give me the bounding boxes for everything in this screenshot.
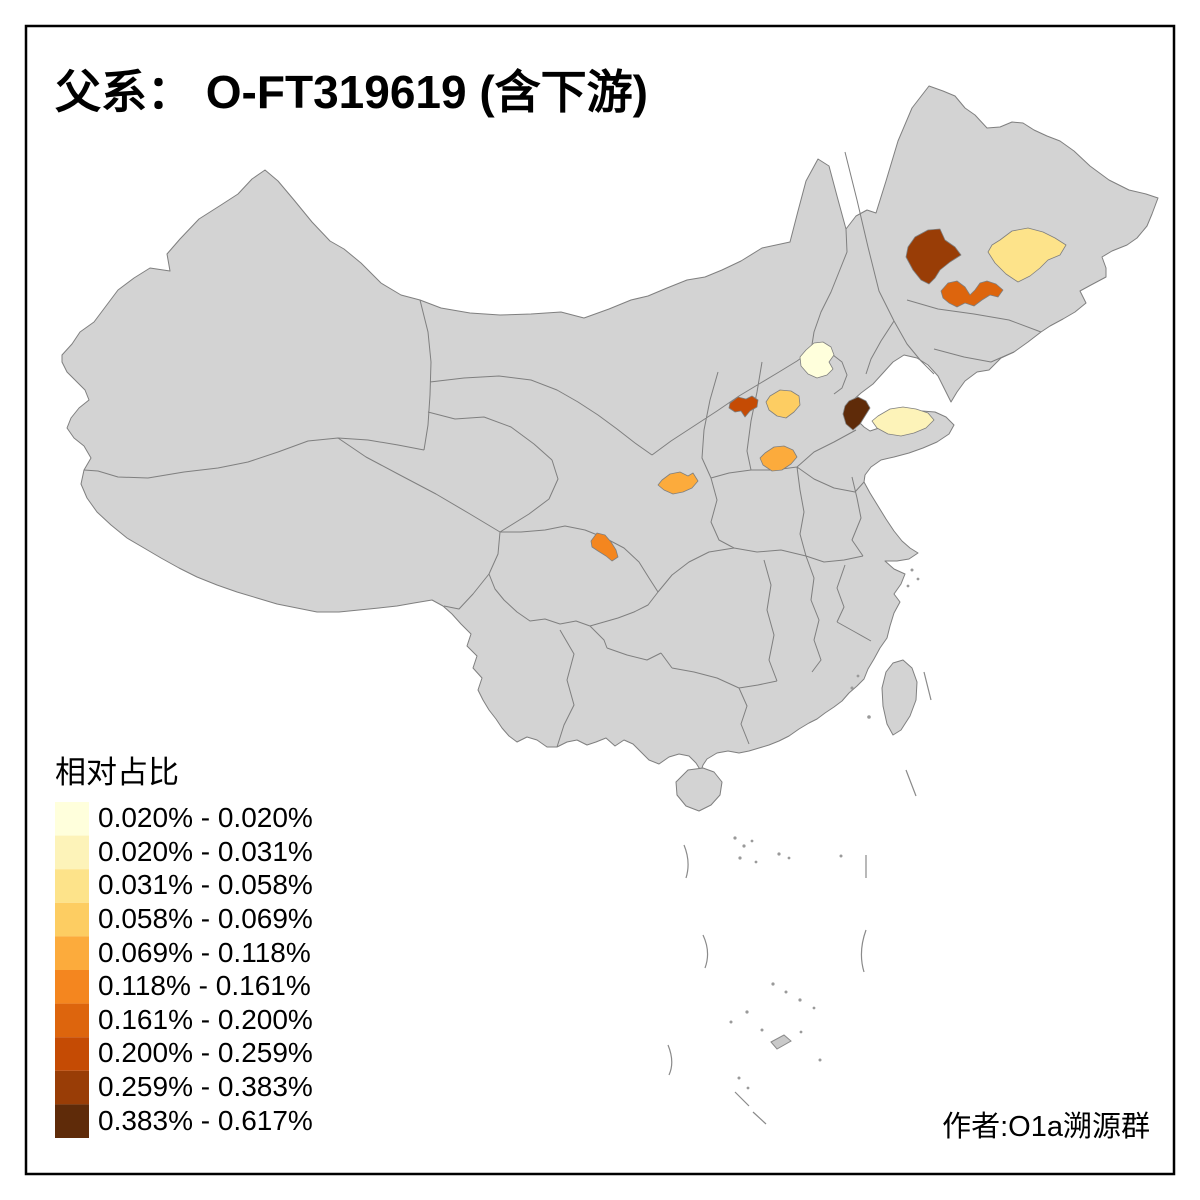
region-6 — [765, 389, 801, 419]
province-borders — [83, 151, 1042, 748]
legend-title: 相对占比 — [55, 755, 179, 790]
legend-label-5: 0.069% - 0.118% — [98, 937, 311, 968]
region-9 — [759, 445, 798, 472]
choropleth-regions — [590, 227, 1067, 562]
legend-swatch-3 — [55, 869, 89, 903]
legend-label-2: 0.020% - 0.031% — [98, 836, 313, 867]
region-4 — [799, 341, 835, 379]
legend-label-3: 0.031% - 0.058% — [98, 869, 313, 900]
region-5 — [728, 395, 759, 418]
legend-swatch-10 — [55, 1104, 89, 1138]
china-mainland — [61, 85, 1159, 772]
legend-swatch-8 — [55, 1037, 89, 1071]
legend-swatch-6 — [55, 970, 89, 1004]
region-10 — [657, 471, 699, 495]
legend-label-4: 0.058% - 0.069% — [98, 903, 313, 934]
region-8 — [871, 406, 935, 437]
region-2 — [987, 227, 1067, 283]
map-layer — [61, 85, 1159, 1125]
legend: 相对占比 0.020% - 0.020% 0.020% - 0.031% 0.0… — [55, 755, 313, 1138]
legend-label-1: 0.020% - 0.020% — [98, 802, 313, 833]
legend-label-6: 0.118% - 0.161% — [98, 970, 311, 1001]
legend-swatch-4 — [55, 902, 89, 937]
legend-label-7: 0.161% - 0.200% — [98, 1004, 313, 1035]
legend-swatch-1 — [55, 802, 89, 836]
legend-swatch-2 — [55, 835, 89, 870]
hainan-island — [675, 767, 723, 812]
region-3 — [940, 280, 1004, 308]
legend-swatch-7 — [55, 1003, 89, 1038]
legend-label-9: 0.259% - 0.383% — [98, 1071, 313, 1102]
south-china-sea-islands — [667, 568, 932, 1125]
attribution: 作者:O1a溯源群 — [942, 1110, 1150, 1143]
region-11 — [590, 532, 619, 562]
map-title: 父系： O-FT319619 (含下游) — [55, 66, 648, 118]
legend-swatch-5 — [55, 936, 89, 970]
legend-label-8: 0.200% - 0.259% — [98, 1037, 313, 1068]
plot-frame — [24, 24, 1176, 1176]
legend-label-10: 0.383% - 0.617% — [98, 1105, 313, 1136]
region-1 — [905, 228, 962, 285]
taiwan-island — [881, 659, 918, 736]
region-7 — [842, 396, 871, 431]
legend-swatch-9 — [55, 1070, 89, 1105]
